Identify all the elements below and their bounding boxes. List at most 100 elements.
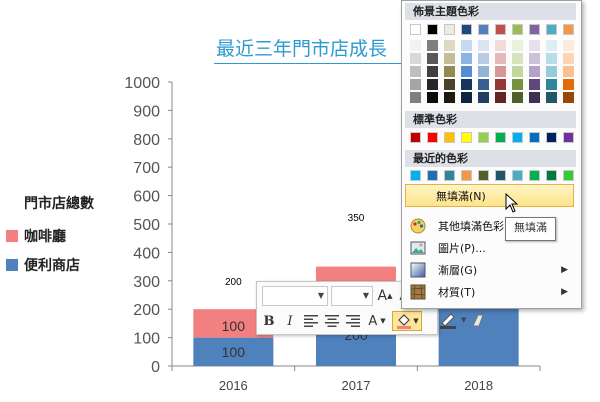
font-name-combo[interactable]: ▼	[262, 286, 328, 306]
theme-color-swatch[interactable]	[529, 24, 540, 35]
standard-color-swatch[interactable]	[461, 132, 472, 143]
recent-color-swatch[interactable]	[427, 170, 438, 181]
theme-shade-swatch[interactable]	[410, 92, 421, 103]
theme-shade-swatch[interactable]	[478, 92, 489, 103]
recent-color-swatch[interactable]	[495, 170, 506, 181]
theme-shade-swatch[interactable]	[410, 40, 421, 51]
theme-shade-swatch[interactable]	[478, 53, 489, 64]
theme-shade-swatch[interactable]	[563, 53, 574, 64]
font-color-button[interactable]: A ▼	[368, 313, 386, 329]
texture-fill-item[interactable]: 材質(T) ▶	[405, 281, 576, 303]
theme-color-swatch[interactable]	[478, 24, 489, 35]
standard-color-swatch[interactable]	[546, 132, 557, 143]
theme-shade-swatch[interactable]	[478, 40, 489, 51]
fill-color-button[interactable]: ▼	[392, 311, 422, 331]
standard-color-swatch[interactable]	[478, 132, 489, 143]
picture-fill-item[interactable]: 圖片(P)...	[405, 237, 576, 259]
theme-shade-swatch[interactable]	[563, 79, 574, 90]
recent-color-swatch[interactable]	[410, 170, 421, 181]
standard-color-swatch[interactable]	[444, 132, 455, 143]
theme-shade-swatch[interactable]	[495, 40, 506, 51]
standard-color-swatch[interactable]	[495, 132, 506, 143]
standard-color-swatch[interactable]	[563, 132, 574, 143]
theme-shade-swatch[interactable]	[495, 92, 506, 103]
standard-color-swatch[interactable]	[427, 132, 438, 143]
theme-shade-swatch[interactable]	[529, 79, 540, 90]
theme-shade-swatch[interactable]	[461, 79, 472, 90]
theme-shade-swatch[interactable]	[512, 79, 523, 90]
theme-color-swatch[interactable]	[512, 24, 523, 35]
legend-item-cafe[interactable]: 咖啡廳	[6, 226, 66, 246]
theme-shade-swatch[interactable]	[529, 40, 540, 51]
theme-shade-swatch[interactable]	[529, 66, 540, 77]
theme-color-swatch[interactable]	[461, 24, 472, 35]
theme-color-swatch[interactable]	[410, 24, 421, 35]
theme-shade-swatch[interactable]	[512, 66, 523, 77]
theme-shade-swatch[interactable]	[512, 40, 523, 51]
grow-font-button[interactable]: A ▲	[377, 288, 393, 304]
recent-color-swatch[interactable]	[563, 170, 574, 181]
theme-shade-swatch[interactable]	[495, 53, 506, 64]
theme-color-swatch[interactable]	[444, 24, 455, 35]
italic-button[interactable]: I	[287, 313, 293, 329]
theme-shade-swatch[interactable]	[444, 66, 455, 77]
standard-color-swatch[interactable]	[529, 132, 540, 143]
theme-shade-swatch[interactable]	[546, 53, 557, 64]
theme-shade-swatch[interactable]	[512, 92, 523, 103]
theme-shade-swatch[interactable]	[427, 53, 438, 64]
theme-color-swatch[interactable]	[546, 24, 557, 35]
theme-shade-swatch[interactable]	[427, 40, 438, 51]
theme-shade-swatch[interactable]	[546, 66, 557, 77]
theme-shade-swatch[interactable]	[478, 66, 489, 77]
theme-shade-swatch[interactable]	[563, 66, 574, 77]
theme-shade-swatch[interactable]	[512, 53, 523, 64]
recent-color-swatch[interactable]	[444, 170, 455, 181]
theme-shade-swatch[interactable]	[461, 66, 472, 77]
theme-shade-swatch[interactable]	[563, 40, 574, 51]
shape-outline-icon[interactable]	[439, 311, 457, 329]
recent-color-swatch[interactable]	[512, 170, 523, 181]
standard-color-swatch[interactable]	[410, 132, 421, 143]
gradient-fill-item[interactable]: 漸層(G) ▶	[405, 259, 576, 281]
theme-shade-swatch[interactable]	[427, 92, 438, 103]
chart-title[interactable]: 最近三年門市店成長	[216, 38, 388, 60]
chevron-down-icon[interactable]: ▼	[461, 316, 467, 324]
no-fill-item[interactable]: 無填滿(N)	[405, 184, 574, 207]
theme-shade-swatch[interactable]	[461, 40, 472, 51]
theme-shade-swatch[interactable]	[444, 79, 455, 90]
theme-shade-swatch[interactable]	[546, 79, 557, 90]
theme-shade-swatch[interactable]	[461, 92, 472, 103]
theme-shade-swatch[interactable]	[529, 53, 540, 64]
align-center-icon[interactable]	[323, 312, 341, 330]
theme-shade-swatch[interactable]	[427, 79, 438, 90]
recent-color-swatch[interactable]	[478, 170, 489, 181]
theme-shade-swatch[interactable]	[563, 92, 574, 103]
theme-color-swatch[interactable]	[495, 24, 506, 35]
standard-color-swatch[interactable]	[512, 132, 523, 143]
theme-shade-swatch[interactable]	[478, 79, 489, 90]
legend-title[interactable]: 門市店總數	[24, 196, 94, 212]
theme-shade-swatch[interactable]	[410, 53, 421, 64]
recent-color-swatch[interactable]	[461, 170, 472, 181]
more-fill-colors-item[interactable]: 其他填滿色彩	[405, 215, 576, 237]
theme-shade-swatch[interactable]	[444, 53, 455, 64]
theme-shade-swatch[interactable]	[410, 79, 421, 90]
theme-shade-swatch[interactable]	[444, 40, 455, 51]
theme-shade-swatch[interactable]	[427, 66, 438, 77]
legend-item-convenience[interactable]: 便利商店	[6, 255, 80, 275]
theme-shade-swatch[interactable]	[495, 66, 506, 77]
align-left-icon[interactable]	[302, 312, 320, 330]
theme-color-swatch[interactable]	[563, 24, 574, 35]
theme-shade-swatch[interactable]	[546, 40, 557, 51]
theme-color-swatch[interactable]	[427, 24, 438, 35]
theme-shade-swatch[interactable]	[546, 92, 557, 103]
align-right-icon[interactable]	[344, 312, 362, 330]
theme-shade-swatch[interactable]	[495, 79, 506, 90]
theme-shade-swatch[interactable]	[444, 92, 455, 103]
theme-shade-swatch[interactable]	[529, 92, 540, 103]
bold-button[interactable]: B	[263, 313, 275, 329]
font-size-combo[interactable]: ▼	[331, 286, 373, 306]
shape-effects-icon[interactable]	[470, 311, 488, 329]
recent-color-swatch[interactable]	[546, 170, 557, 181]
recent-color-swatch[interactable]	[529, 170, 540, 181]
